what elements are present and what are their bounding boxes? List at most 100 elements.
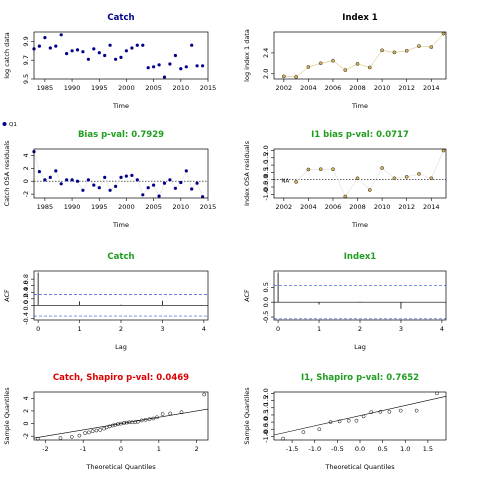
data-point bbox=[190, 43, 194, 47]
data-point bbox=[136, 419, 140, 424]
data-point bbox=[162, 75, 167, 79]
y-tick-label: 2.0 bbox=[262, 69, 270, 79]
x-tick-label: -2 bbox=[42, 445, 48, 453]
data-point bbox=[441, 31, 446, 36]
x-tick-label: 2010 bbox=[374, 84, 391, 92]
x-tick-label: 1 bbox=[78, 325, 82, 333]
x-tick-label: 2015 bbox=[200, 84, 217, 92]
plot-frame bbox=[33, 270, 209, 321]
data-point bbox=[86, 430, 91, 435]
y-tick-label: 0.5 bbox=[262, 410, 270, 420]
chart-title: I1, Shapiro p-val: 0.7652 bbox=[301, 373, 419, 383]
x-tick-label: 2006 bbox=[325, 84, 342, 92]
data-point bbox=[404, 174, 409, 179]
annotation: NA bbox=[281, 178, 289, 184]
data-point bbox=[133, 420, 138, 424]
y-tick-label: 0.5 bbox=[262, 282, 270, 292]
data-point bbox=[417, 44, 421, 48]
y-tick-label: 0.0 bbox=[262, 297, 270, 307]
data-point bbox=[414, 408, 419, 413]
legend-marker bbox=[2, 122, 7, 126]
data-point bbox=[173, 186, 177, 190]
data-point bbox=[328, 420, 333, 424]
y-tick-label: -0.4 bbox=[22, 312, 30, 325]
series-line bbox=[33, 408, 209, 439]
data-point bbox=[331, 167, 335, 171]
data-point bbox=[168, 411, 173, 416]
x-tick-label: -1 bbox=[80, 445, 86, 453]
data-point bbox=[380, 48, 384, 53]
data-point bbox=[130, 46, 134, 50]
data-point bbox=[173, 53, 177, 58]
data-point bbox=[139, 418, 144, 423]
x-tick-label: 1 bbox=[157, 445, 161, 453]
data-point bbox=[398, 408, 403, 413]
data-point bbox=[75, 48, 80, 52]
data-point bbox=[441, 148, 446, 153]
chart-title: Index 1 bbox=[342, 13, 378, 23]
data-point bbox=[69, 434, 74, 439]
x-tick-label: 3 bbox=[399, 325, 403, 333]
data-point bbox=[343, 68, 348, 72]
data-point bbox=[110, 423, 115, 428]
x-tick-label: 2000 bbox=[118, 84, 135, 92]
chart-index-acf: Index1 Lag ACF 0 1 2 3 4 -0.5 0.0 0.5 bbox=[243, 252, 447, 351]
data-point bbox=[94, 428, 99, 433]
data-point bbox=[294, 75, 298, 79]
x-tick-label: 3 bbox=[160, 325, 164, 333]
data-point bbox=[201, 195, 205, 199]
data-point bbox=[151, 416, 156, 421]
y-tick-label: 2.0 bbox=[262, 145, 270, 155]
data-point bbox=[184, 169, 188, 173]
y-axis-label: ACF bbox=[243, 289, 251, 302]
y-tick-label: 2.0 bbox=[262, 388, 270, 398]
chart-title: Bias p-val: 0.7929 bbox=[78, 130, 164, 140]
data-point bbox=[202, 392, 207, 397]
x-tick-label: 0 bbox=[119, 445, 123, 453]
x-tick-label: 1985 bbox=[37, 84, 54, 92]
data-point bbox=[141, 193, 145, 197]
y-tick-label: 9.7 bbox=[22, 55, 30, 65]
data-point bbox=[367, 65, 372, 70]
x-tick-label: 1.5 bbox=[423, 445, 433, 453]
chart-title: Catch bbox=[107, 13, 134, 23]
data-point bbox=[90, 429, 95, 434]
x-axis-label: Lag bbox=[354, 343, 366, 351]
y-tick-label: 0.5 bbox=[262, 167, 270, 177]
data-point bbox=[392, 50, 397, 55]
data-point bbox=[119, 175, 123, 179]
x-tick-label: 2012 bbox=[398, 84, 415, 92]
plot-frame bbox=[273, 270, 447, 321]
data-point bbox=[97, 51, 101, 55]
data-point bbox=[135, 43, 139, 47]
data-point bbox=[354, 418, 359, 423]
data-point bbox=[81, 188, 85, 192]
data-point bbox=[201, 64, 205, 68]
data-point bbox=[331, 58, 335, 63]
x-axis-label: Time bbox=[351, 102, 368, 110]
series-line bbox=[273, 396, 447, 436]
plot-frame bbox=[273, 391, 447, 441]
y-tick-label: 1.5 bbox=[262, 153, 270, 163]
x-tick-label: 1995 bbox=[91, 84, 108, 92]
data-point bbox=[54, 169, 58, 173]
chart-catch-ts: Catch Time log catch data 1985 1990 1995 2000 2… bbox=[3, 13, 216, 110]
x-tick-label: 2002 bbox=[276, 203, 293, 211]
chart-catch-qq: Catch, Shapiro p-val: 0.0469 Theoretical … bbox=[3, 373, 209, 471]
series-line bbox=[33, 151, 203, 197]
x-tick-label: 2015 bbox=[200, 203, 217, 211]
data-point bbox=[77, 433, 82, 438]
data-point bbox=[130, 173, 134, 177]
data-point bbox=[108, 188, 112, 192]
data-point bbox=[318, 167, 323, 171]
data-point bbox=[103, 53, 107, 58]
x-tick-label: 2005 bbox=[145, 203, 162, 211]
y-tick-label: 2 bbox=[22, 409, 30, 413]
data-point bbox=[146, 186, 150, 190]
y-axis-label: log index 1 data bbox=[243, 29, 251, 82]
x-axis-label: Time bbox=[112, 102, 129, 110]
data-point bbox=[168, 178, 172, 182]
data-point bbox=[81, 50, 85, 54]
data-point bbox=[369, 410, 374, 414]
